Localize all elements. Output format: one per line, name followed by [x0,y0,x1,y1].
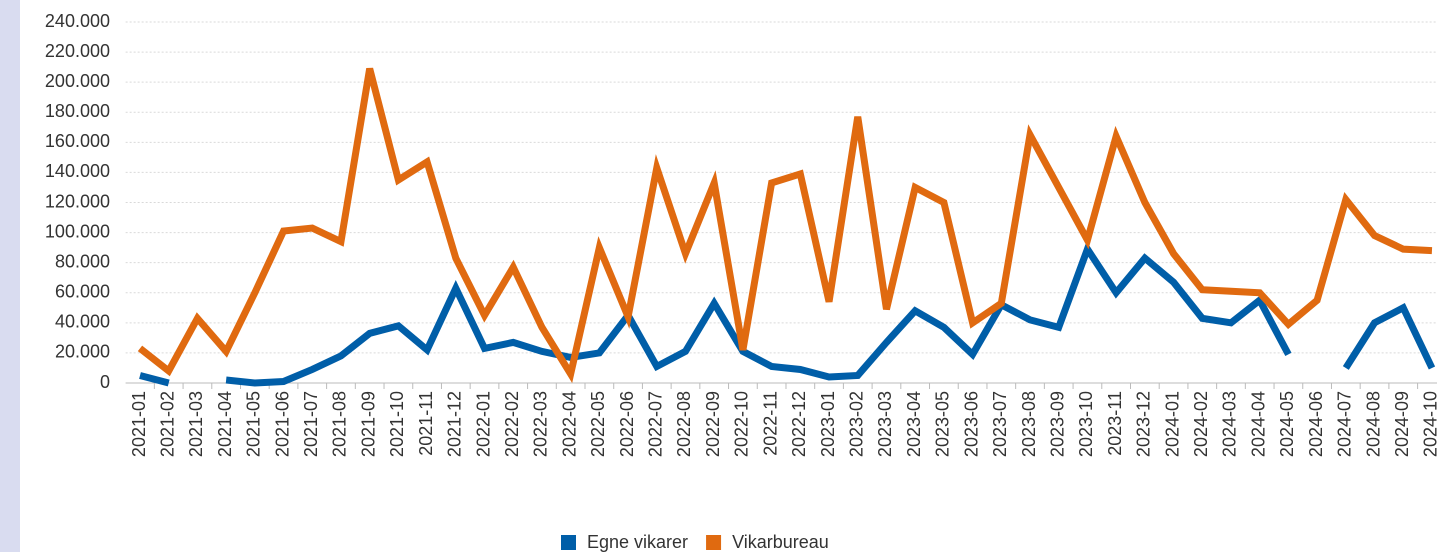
x-tick-label: 2024-05 [1277,391,1297,457]
x-tick-label: 2021-01 [129,391,149,457]
y-tick-label: 200.000 [45,71,110,91]
x-tick-label: 2024-01 [1162,391,1182,457]
series-line [137,67,1433,384]
x-tick-label: 2021-09 [358,391,378,457]
x-tick-label: 2022-09 [703,391,723,457]
y-tick-label: 180.000 [45,101,110,121]
x-tick-label: 2023-11 [1105,391,1125,456]
x-tick-label: 2023-01 [818,391,838,457]
x-tick-label: 2021-12 [445,391,465,457]
x-tick-label: 2024-04 [1248,391,1268,457]
x-tick-label: 2021-07 [301,391,321,457]
legend-label: Vikarbureau [732,532,829,552]
y-tick-label: 240.000 [45,11,110,31]
x-tick-label: 2022-01 [473,391,493,457]
x-tick-label: 2024-10 [1421,391,1437,457]
y-tick-label: 100.000 [45,221,110,241]
x-tick-label: 2022-04 [559,391,579,457]
x-tick-label: 2022-12 [789,391,809,457]
series-line [139,241,1436,387]
plot-lines [137,67,1436,387]
x-tick-label: 2024-08 [1363,391,1383,457]
x-tick-label: 2022-11 [760,391,780,456]
y-tick-label: 140.000 [45,161,110,181]
x-tick-label: 2021-10 [387,391,407,457]
side-strip [0,0,20,552]
x-tick-label: 2021-06 [272,391,292,457]
x-tick-label: 2023-07 [990,391,1010,457]
x-tick-label: 2022-10 [732,391,752,457]
x-tick-label: 2024-03 [1220,391,1240,457]
x-tick-label: 2021-04 [215,391,235,457]
x-tick-label: 2021-08 [330,391,350,457]
x-tick-label: 2021-02 [157,391,177,457]
legend-label: Egne vikarer [587,532,688,552]
legend-swatch [706,535,722,550]
x-tick-label: 2023-12 [1134,391,1154,457]
x-tick-label: 2021-11 [416,391,436,456]
x-tick-label: 2022-06 [617,391,637,457]
x-tick-label: 2024-09 [1392,391,1412,457]
x-tick-label: 2023-02 [847,391,867,457]
x-tick-label: 2024-02 [1191,391,1211,457]
x-tick-label: 2023-08 [1019,391,1039,457]
x-tick-label: 2021-05 [244,391,264,457]
x-tick-label: 2021-03 [186,391,206,457]
y-tick-label: 40.000 [55,312,110,332]
x-tick-label: 2024-06 [1306,391,1326,457]
x-tick-label: 2023-06 [961,391,981,457]
legend-swatch [561,535,576,550]
y-tick-label: 220.000 [45,41,110,61]
x-tick-label: 2022-03 [531,391,551,457]
x-tick-label: 2022-02 [502,391,522,457]
x-tick-label: 2023-03 [875,391,895,457]
x-tick-label: 2023-10 [1076,391,1096,457]
x-tick-label: 2023-09 [1047,391,1067,457]
y-tick-label: 160.000 [45,131,110,151]
y-tick-label: 20.000 [55,342,110,362]
y-tick-label: 80.000 [55,251,110,271]
x-tick-label: 2023-05 [933,391,953,457]
x-tick-label: 2022-08 [674,391,694,457]
x-tick-label: 2023-04 [904,391,924,457]
x-tick-label: 2022-07 [646,391,666,457]
x-tick-label: 2022-05 [588,391,608,457]
y-tick-label: 120.000 [45,191,110,211]
x-tick-label: 2024-07 [1335,391,1355,457]
y-tick-label: 0 [100,372,110,392]
y-tick-label: 60.000 [55,282,110,302]
